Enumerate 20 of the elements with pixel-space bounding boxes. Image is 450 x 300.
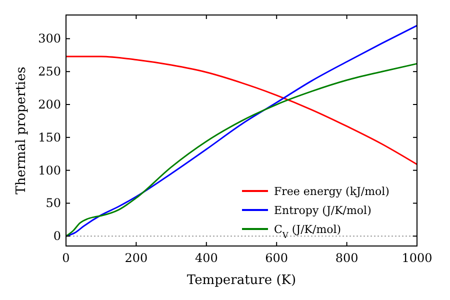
y-tick-label: 200 (38, 98, 61, 112)
x-tick-label: 0 (62, 251, 70, 265)
x-tick-label: 400 (194, 251, 218, 265)
y-tick-label: 100 (38, 163, 61, 178)
y-tick-label: 0 (53, 229, 61, 244)
y-tick-label: 50 (46, 196, 61, 210)
y-tick-label: 250 (38, 64, 61, 79)
y-tick-label: 150 (38, 130, 61, 144)
x-axis-title: Temperature (K) (186, 273, 296, 288)
legend-label: C$_{V}$ (J/K/mol) (274, 223, 342, 240)
x-tick-label: 1000 (402, 251, 432, 265)
x-tick-label: 600 (265, 251, 288, 265)
legend-label: Free energy (kJ/mol) (274, 185, 390, 198)
line-series (65, 56, 418, 166)
x-tick-label: 200 (124, 251, 148, 265)
x-tick-label: 800 (335, 251, 358, 265)
y-axis-title: Thermal properties (14, 66, 29, 194)
legend-label: Entropy (J/K/mol) (274, 204, 372, 217)
line-series (65, 62, 418, 237)
y-tick-label: 300 (38, 32, 61, 46)
